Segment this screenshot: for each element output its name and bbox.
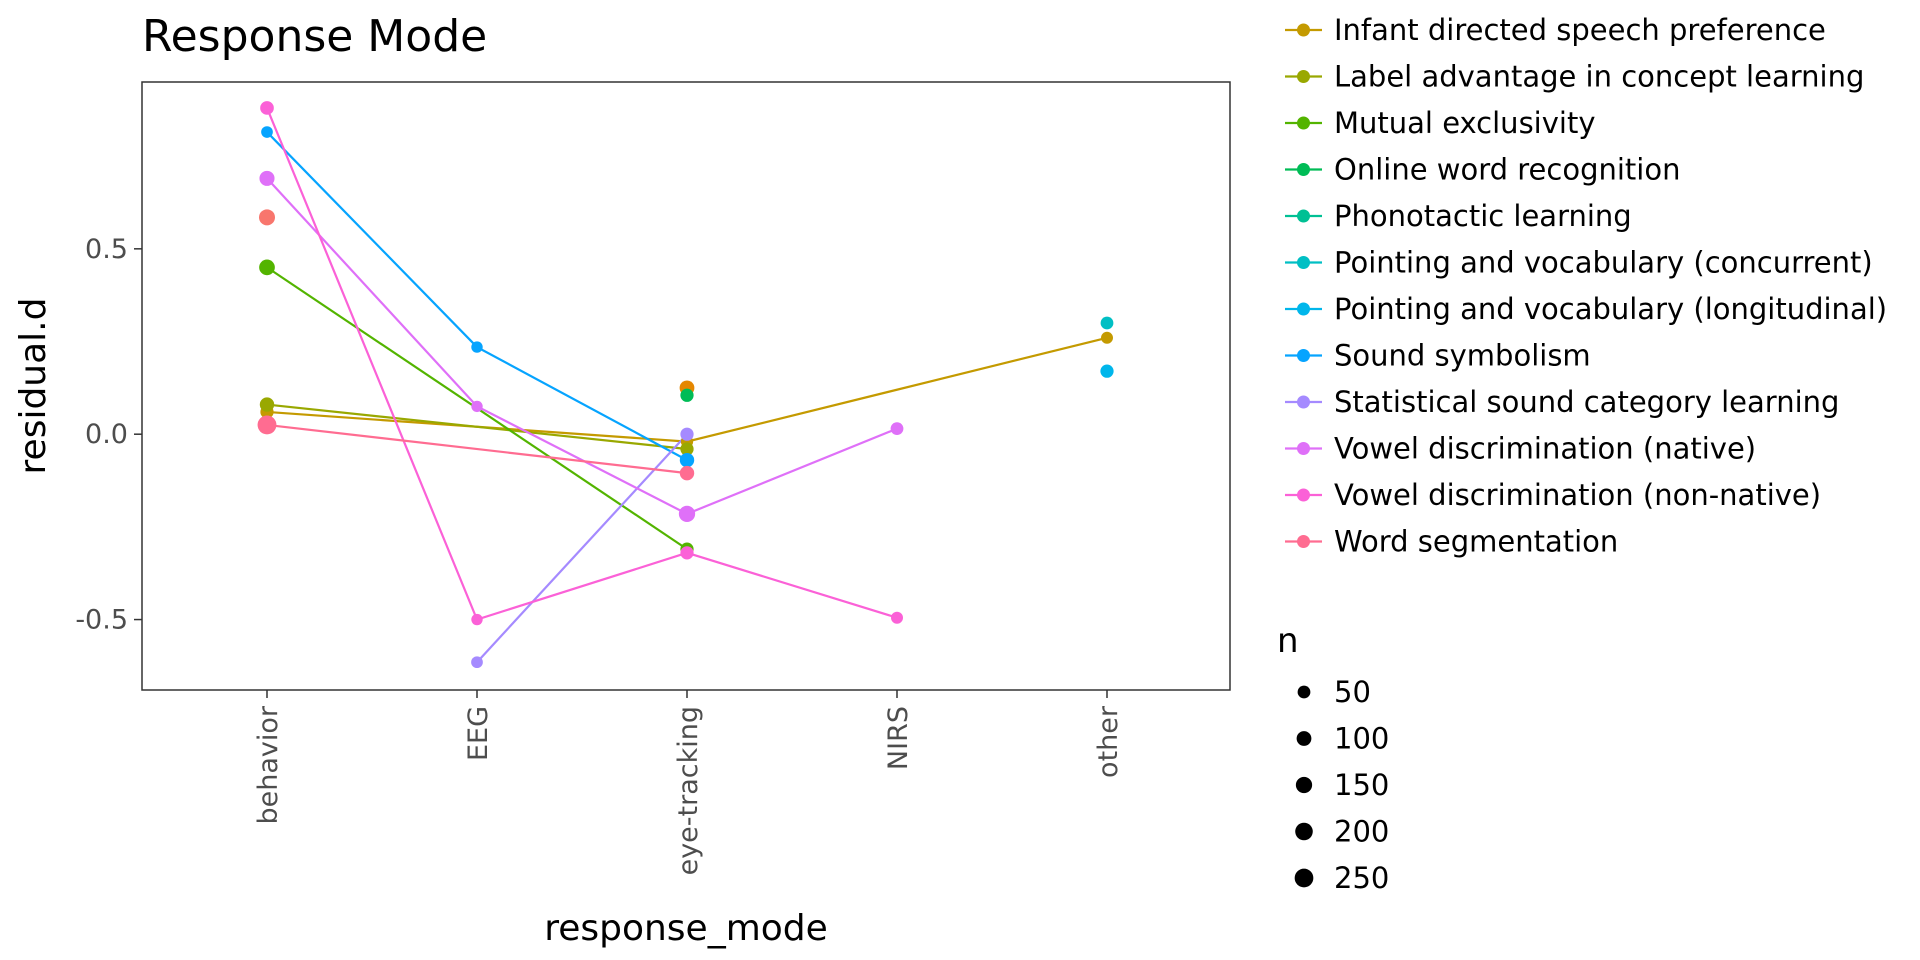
- size-legend-item: 200: [1295, 815, 1389, 849]
- x-axis-title: response_mode: [544, 908, 828, 949]
- legend-key-point: [1297, 349, 1310, 362]
- legend-key-point: [1297, 535, 1310, 548]
- legend-key-point: [1297, 209, 1310, 223]
- data-point: [680, 546, 694, 560]
- size-legend-key: [1295, 822, 1313, 841]
- size-legend-label: 50: [1334, 675, 1371, 709]
- size-legend-title: n: [1277, 621, 1299, 661]
- data-point: [259, 170, 275, 186]
- size-legend: 50 100 150 200 250: [1294, 675, 1389, 895]
- data-point: [890, 422, 904, 436]
- axis-ticks: -0.5 0.0 0.5 behavior EEG eye-tracking NIRS oth…: [75, 234, 1124, 876]
- legend-item: Pointing and vocabulary (concurrent): [1285, 246, 1873, 280]
- y-tick-label: -0.5: [75, 605, 128, 636]
- data-point: [260, 101, 274, 115]
- x-tick-label: EEG: [463, 706, 494, 761]
- legend-key-point: [1297, 442, 1310, 455]
- legend-item: Online word recognition: [1285, 153, 1680, 187]
- legend-key-point: [1297, 302, 1310, 316]
- size-legend-item: 250: [1294, 861, 1389, 895]
- data-point: [259, 209, 275, 226]
- data-point: [1100, 316, 1114, 330]
- data-point: [261, 126, 273, 138]
- size-legend-key: [1296, 731, 1312, 746]
- data-point: [471, 656, 483, 669]
- y-tick-label: 0.0: [85, 419, 128, 450]
- legend-label: Online word recognition: [1334, 153, 1680, 187]
- legend-item: Sound symbolism: [1285, 339, 1591, 373]
- size-legend-label: 250: [1334, 861, 1389, 895]
- legend-label: Vowel discrimination (non-native): [1334, 478, 1821, 512]
- size-legend-key: [1295, 776, 1313, 794]
- series-line: [266, 423, 688, 475]
- data-point: [471, 400, 483, 413]
- legend-label: Pointing and vocabulary (longitudinal): [1334, 292, 1887, 326]
- legend-label: Vowel discrimination (native): [1334, 432, 1756, 466]
- series-line: [265, 107, 898, 621]
- size-legend-item: 150: [1295, 768, 1389, 802]
- data-point: [259, 259, 275, 276]
- size-legend-item: 100: [1296, 722, 1389, 756]
- color-legend: Infant directed speech preference Label a…: [1285, 13, 1887, 559]
- legend-label: Label advantage in concept learning: [1334, 60, 1864, 94]
- legend-item: Vowel discrimination (non-native): [1285, 478, 1821, 512]
- y-tick-label: 0.5: [85, 234, 128, 265]
- series-line: [266, 403, 688, 451]
- data-point: [1100, 364, 1114, 378]
- data-points: [257, 101, 1114, 669]
- legend-label: Infant directed speech preference: [1334, 13, 1826, 47]
- x-tick-label: other: [1093, 705, 1124, 778]
- legend-item: Label advantage in concept learning: [1285, 60, 1864, 94]
- legend-item: Mutual exclusivity: [1285, 106, 1595, 140]
- legend-key-point: [1297, 256, 1310, 269]
- legend-label: Mutual exclusivity: [1334, 106, 1595, 140]
- legend-item: Vowel discrimination (native): [1285, 432, 1756, 466]
- legend-key-point: [1297, 116, 1310, 130]
- legend-key-point: [1297, 23, 1310, 37]
- legend-key-point: [1297, 395, 1310, 409]
- x-tick-label: behavior: [253, 705, 284, 824]
- data-point: [891, 611, 903, 624]
- data-point: [1101, 331, 1113, 344]
- data-point: [471, 341, 483, 353]
- legend-key-point: [1297, 488, 1310, 502]
- legend-item: Phonotactic learning: [1285, 199, 1632, 233]
- legend-label: Statistical sound category learning: [1334, 385, 1839, 419]
- legend-label: Pointing and vocabulary (concurrent): [1334, 246, 1873, 280]
- data-point: [257, 415, 277, 435]
- size-legend-label: 150: [1334, 768, 1389, 802]
- size-legend-item: 50: [1297, 675, 1371, 709]
- legend-item: Word segmentation: [1285, 525, 1618, 559]
- y-axis-title: residual.d: [13, 298, 54, 475]
- legend-label: Phonotactic learning: [1334, 199, 1632, 233]
- data-point: [680, 442, 694, 456]
- size-legend-key: [1294, 868, 1314, 888]
- legend-item: Statistical sound category learning: [1285, 385, 1839, 419]
- size-legend-label: 200: [1334, 815, 1389, 849]
- data-point: [680, 388, 694, 402]
- x-tick-label: NIRS: [883, 706, 914, 770]
- data-point: [680, 427, 694, 441]
- legend-label: Sound symbolism: [1334, 339, 1591, 373]
- size-legend-key: [1297, 685, 1311, 699]
- data-point: [471, 613, 483, 626]
- legend-item: Pointing and vocabulary (longitudinal): [1285, 292, 1887, 326]
- data-point: [678, 505, 696, 523]
- series-line: [476, 433, 688, 663]
- legend-label: Word segmentation: [1334, 525, 1618, 559]
- legend-key-point: [1297, 70, 1310, 83]
- chart-title: Response Mode: [142, 11, 487, 62]
- legend-item: Infant directed speech preference: [1285, 13, 1826, 47]
- data-point: [679, 452, 695, 468]
- data-point: [679, 465, 695, 481]
- data-point: [259, 397, 275, 412]
- size-legend-label: 100: [1334, 722, 1389, 756]
- legend-key-point: [1297, 163, 1310, 176]
- x-tick-label: eye-tracking: [673, 706, 704, 875]
